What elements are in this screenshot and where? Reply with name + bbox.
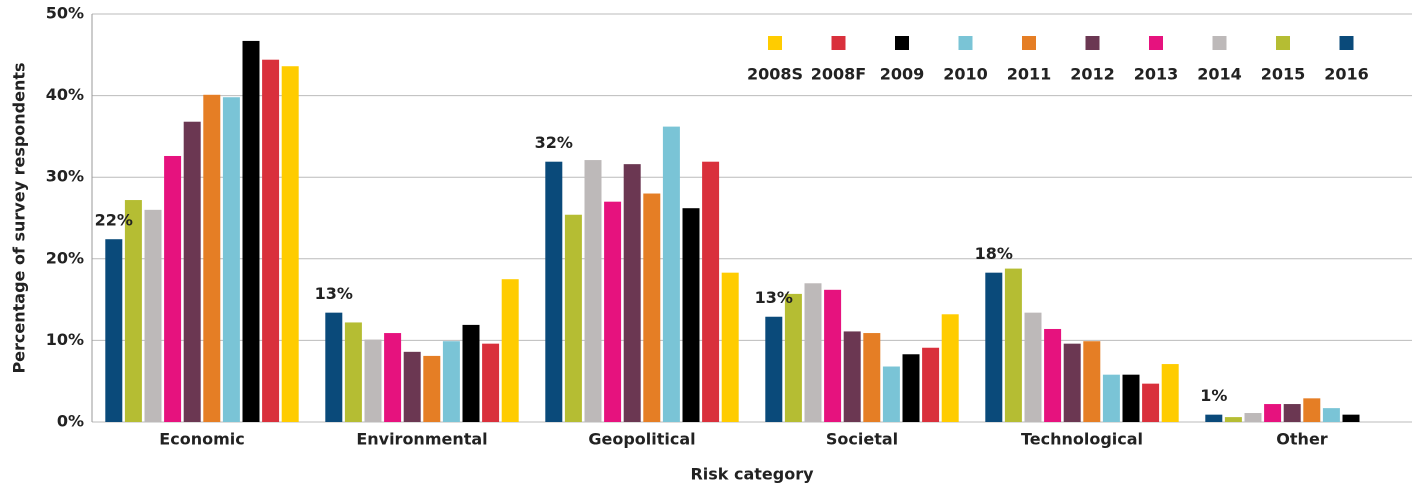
bar <box>124 200 142 422</box>
bar <box>423 355 441 422</box>
bar <box>1283 404 1301 422</box>
bar <box>1342 414 1360 422</box>
legend-label: 2014 <box>1197 65 1242 84</box>
legend-swatch <box>1149 36 1163 50</box>
legend-swatch <box>831 36 846 50</box>
legend-swatch <box>1276 36 1290 50</box>
bar <box>564 214 582 422</box>
y-tick-label: 0% <box>57 412 84 431</box>
bar <box>902 354 920 422</box>
legend-label: 2008S <box>747 65 803 84</box>
bar <box>922 347 940 422</box>
bar <box>105 239 123 422</box>
y-tick-label: 20% <box>46 248 84 267</box>
legend-label: 2008F <box>811 65 866 84</box>
x-tick-label: Technological <box>1021 430 1143 449</box>
data-label: 13% <box>755 288 793 307</box>
bar <box>1224 417 1242 422</box>
x-tick-label: Environmental <box>356 430 487 449</box>
y-tick-label: 10% <box>46 330 84 349</box>
bar <box>1004 268 1022 422</box>
legend-swatch <box>1339 36 1354 50</box>
data-label: 32% <box>535 133 573 152</box>
bar <box>403 351 421 422</box>
legend-swatch <box>1085 36 1100 50</box>
x-tick-label: Other <box>1276 430 1327 449</box>
bar <box>584 160 602 422</box>
bar <box>784 293 802 422</box>
bar <box>442 341 460 422</box>
bar <box>1264 404 1282 422</box>
bar <box>843 331 861 422</box>
bar <box>643 193 661 422</box>
bar <box>281 66 299 422</box>
bar <box>1083 341 1101 422</box>
bar <box>164 155 182 422</box>
bar <box>242 40 260 422</box>
bar <box>501 279 519 422</box>
legend-swatch <box>1212 36 1227 50</box>
legend-label: 2013 <box>1134 65 1179 84</box>
bar <box>1044 328 1062 422</box>
legend-swatch <box>895 36 909 50</box>
legend-label: 2012 <box>1070 65 1115 84</box>
data-label: 13% <box>315 284 353 303</box>
x-tick-label: Societal <box>826 430 898 449</box>
legend-label: 2009 <box>880 65 925 84</box>
bar <box>662 126 680 422</box>
bar <box>985 272 1003 422</box>
y-tick-label: 40% <box>46 85 84 104</box>
legend-label: 2015 <box>1261 65 1306 84</box>
y-tick-label: 50% <box>46 4 84 23</box>
bar <box>1102 374 1120 422</box>
bar <box>1142 383 1160 422</box>
y-tick-label: 30% <box>46 167 84 186</box>
bar <box>604 201 622 422</box>
bar <box>623 164 641 423</box>
legend-label: 2010 <box>943 65 988 84</box>
bar <box>545 161 563 423</box>
data-label: 1% <box>1200 386 1227 405</box>
bar <box>1244 413 1262 422</box>
bar <box>222 97 240 423</box>
bar <box>1205 414 1223 422</box>
bar <box>1063 343 1081 422</box>
bar <box>1024 312 1042 422</box>
bar <box>262 59 280 423</box>
bar <box>765 316 783 422</box>
bar <box>364 339 382 422</box>
data-label: 18% <box>975 244 1013 263</box>
legend-swatch <box>1022 36 1036 50</box>
bar <box>183 121 201 422</box>
bar <box>144 209 162 422</box>
bar <box>384 333 402 422</box>
legend-label: 2011 <box>1007 65 1052 84</box>
bar <box>721 272 739 422</box>
data-label: 22% <box>95 211 133 230</box>
bar <box>804 283 822 422</box>
legend-swatch <box>768 36 782 50</box>
bar <box>1161 364 1179 422</box>
legend-swatch <box>958 36 973 50</box>
bar <box>863 333 881 422</box>
bar <box>482 343 500 422</box>
bar <box>325 312 343 422</box>
bar <box>1322 408 1340 422</box>
bar <box>1122 374 1140 422</box>
legend-label: 2016 <box>1324 65 1369 84</box>
x-tick-label: Geopolitical <box>588 430 695 449</box>
bar <box>203 94 221 422</box>
bar <box>882 366 900 422</box>
x-axis-label: Risk category <box>690 465 814 484</box>
bar <box>344 322 362 422</box>
y-axis-label: Percentage of survey respondents <box>10 62 29 373</box>
bar <box>824 289 842 422</box>
bar <box>702 161 720 423</box>
bar <box>462 324 480 422</box>
bar <box>682 208 700 422</box>
bar <box>1303 398 1321 422</box>
x-tick-label: Economic <box>159 430 244 449</box>
bar <box>941 314 959 422</box>
